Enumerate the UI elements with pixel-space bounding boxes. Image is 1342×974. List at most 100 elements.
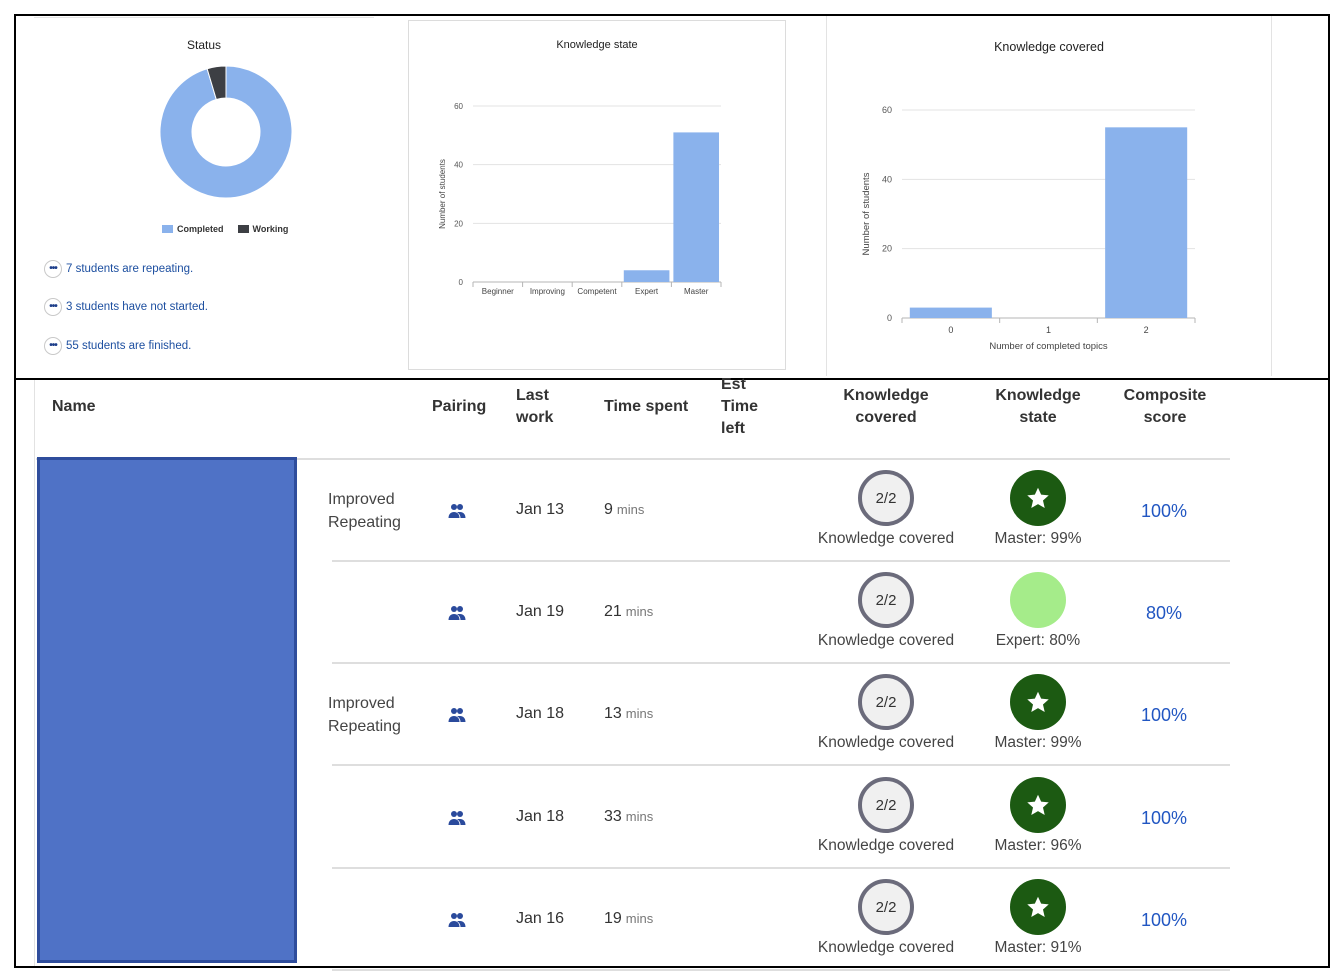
- knowledge-state-badge[interactable]: [1010, 470, 1066, 526]
- not-started-students-link[interactable]: ••• 3 students have not started.: [44, 298, 208, 316]
- knowledge-covered-label: Knowledge covered: [817, 530, 955, 547]
- knowledge-covered-ring[interactable]: 2/2: [858, 674, 914, 730]
- composite-score[interactable]: 80%: [1145, 603, 1183, 623]
- table-row[interactable]: Jan 19 21 mins 2/2 Knowledge covered Expe…: [36, 562, 1230, 664]
- column-header-knowledge-covered[interactable]: Knowledge covered: [826, 385, 946, 429]
- repeating-students-link[interactable]: ••• 7 students are repeating.: [44, 260, 193, 278]
- pairing-icon[interactable]: [448, 503, 466, 519]
- more-options-button[interactable]: •••: [44, 298, 62, 316]
- column-header-composite-score[interactable]: Composite score: [1110, 385, 1220, 429]
- donut-slice-working[interactable]: [206, 65, 227, 101]
- knowledge-state-badge[interactable]: [1010, 777, 1066, 833]
- last-work-date: Jan 16: [516, 910, 565, 927]
- knowledge-covered-title: Knowledge covered: [994, 40, 1104, 54]
- more-options-button[interactable]: •••: [44, 337, 62, 355]
- knowledge-state-badge[interactable]: [1010, 879, 1066, 935]
- header-line: Knowledge: [995, 387, 1081, 404]
- composite-score[interactable]: 100%: [1140, 910, 1188, 930]
- table-row[interactable]: Improved Repeating Jan 18 13 mins 2/2 Know…: [36, 664, 1230, 766]
- composite-score[interactable]: 100%: [1140, 501, 1188, 521]
- last-work-date: Jan 18: [516, 705, 565, 722]
- y-axis-label: Number of students: [861, 172, 872, 255]
- status-note: Improved: [328, 491, 395, 508]
- x-tick-label: Competent: [577, 287, 617, 296]
- knowledge-state-label: Master: 91%: [994, 939, 1082, 956]
- header-line: left: [721, 420, 745, 437]
- knowledge-covered-label: Knowledge covered: [817, 939, 955, 956]
- finished-students-link[interactable]: ••• 55 students are finished.: [44, 337, 191, 355]
- not-started-students-text[interactable]: 3 students have not started.: [66, 301, 208, 313]
- table-row[interactable]: Improved Repeating Jan 13 9 mins 2/2 Knowl…: [36, 460, 1230, 562]
- x-tick-label: 0: [948, 325, 953, 335]
- knowledge-covered-ring[interactable]: 2/2: [858, 572, 914, 628]
- knowledge-state-badge[interactable]: [1010, 674, 1066, 730]
- y-tick-label: 60: [454, 102, 463, 111]
- bar-expert[interactable]: [623, 270, 670, 282]
- bar-0[interactable]: [909, 307, 992, 318]
- status-note: Improved: [328, 695, 395, 712]
- time-spent: 33 mins: [604, 808, 653, 826]
- composite-score[interactable]: 100%: [1140, 808, 1188, 828]
- donut-slice-completed[interactable]: [159, 65, 293, 199]
- header-line: score: [1143, 409, 1187, 426]
- knowledge-state-label: Master: 99%: [994, 734, 1082, 751]
- knowledge-covered-label: Knowledge covered: [817, 632, 955, 649]
- bar-2[interactable]: [1105, 127, 1188, 318]
- legend-swatch-completed: [162, 225, 173, 233]
- pairing-icon[interactable]: [448, 707, 466, 723]
- time-spent: 21 mins: [604, 603, 653, 621]
- time-spent-unit: mins: [616, 502, 645, 517]
- column-header-knowledge-state[interactable]: Knowledge state: [978, 385, 1098, 429]
- row-divider: [332, 969, 1230, 971]
- legend-label-completed: Completed: [177, 224, 224, 234]
- knowledge-state-label: Expert: 80%: [995, 632, 1081, 649]
- row-divider: [332, 764, 1230, 766]
- composite-score[interactable]: 100%: [1140, 705, 1188, 725]
- column-header-pairing[interactable]: Pairing: [432, 398, 487, 415]
- table-row[interactable]: Jan 18 33 mins 2/2 Knowledge covered Mast…: [36, 767, 1230, 869]
- knowledge-state-label: Master: 99%: [994, 530, 1082, 547]
- knowledge-state-badge[interactable]: [1010, 572, 1066, 628]
- y-tick-label: 20: [454, 219, 463, 228]
- knowledge-state-panel: Knowledge state 0 20 40 60 Beginner Improving…: [408, 20, 786, 370]
- y-tick-label: 0: [887, 313, 892, 323]
- knowledge-covered-ring[interactable]: 2/2: [858, 777, 914, 833]
- time-spent-value: 19: [604, 910, 622, 927]
- finished-students-text[interactable]: 55 students are finished.: [66, 340, 192, 352]
- knowledge-covered-ring[interactable]: 2/2: [858, 879, 914, 935]
- more-options-button[interactable]: •••: [44, 260, 62, 278]
- column-header-est-time-left[interactable]: Est Time left: [721, 374, 758, 440]
- divider: [34, 17, 374, 18]
- knowledge-state-title: Knowledge state: [556, 39, 638, 51]
- y-axis-label: Number of students: [438, 159, 447, 229]
- time-spent-value: 9: [604, 501, 613, 518]
- column-header-name[interactable]: Name: [52, 398, 96, 415]
- bar-master[interactable]: [673, 132, 720, 282]
- x-tick-label: Expert: [635, 287, 659, 296]
- x-tick-label: Master: [684, 287, 709, 296]
- pairing-icon[interactable]: [448, 605, 466, 621]
- legend-label-working: Working: [252, 224, 289, 234]
- legend-item-completed: Completed: [162, 224, 224, 234]
- knowledge-covered-ring[interactable]: 2/2: [858, 470, 914, 526]
- status-title: Status: [186, 38, 222, 52]
- y-tick-label: 20: [882, 244, 892, 254]
- header-line: Knowledge: [843, 387, 929, 404]
- y-tick-label: 40: [882, 174, 892, 184]
- time-spent-value: 21: [604, 603, 622, 620]
- column-header-time-spent[interactable]: Time spent: [604, 398, 689, 415]
- knowledge-state-label: Master: 96%: [994, 837, 1082, 854]
- header-line: work: [516, 409, 554, 426]
- column-header-last-work[interactable]: Last work: [516, 385, 553, 429]
- repeating-students-text[interactable]: 7 students are repeating.: [66, 263, 194, 275]
- pairing-icon[interactable]: [448, 912, 466, 928]
- pairing-icon[interactable]: [448, 810, 466, 826]
- time-spent-value: 33: [604, 808, 622, 825]
- header-line: Last: [516, 387, 549, 404]
- status-legend: Completed Working: [162, 224, 288, 234]
- header-line: Time: [721, 398, 759, 415]
- time-spent: 13 mins: [604, 705, 653, 723]
- table-row[interactable]: Jan 16 19 mins 2/2 Knowledge covered Mast…: [36, 869, 1230, 971]
- student-table-frame: [14, 378, 1330, 968]
- star-icon: [1025, 792, 1051, 818]
